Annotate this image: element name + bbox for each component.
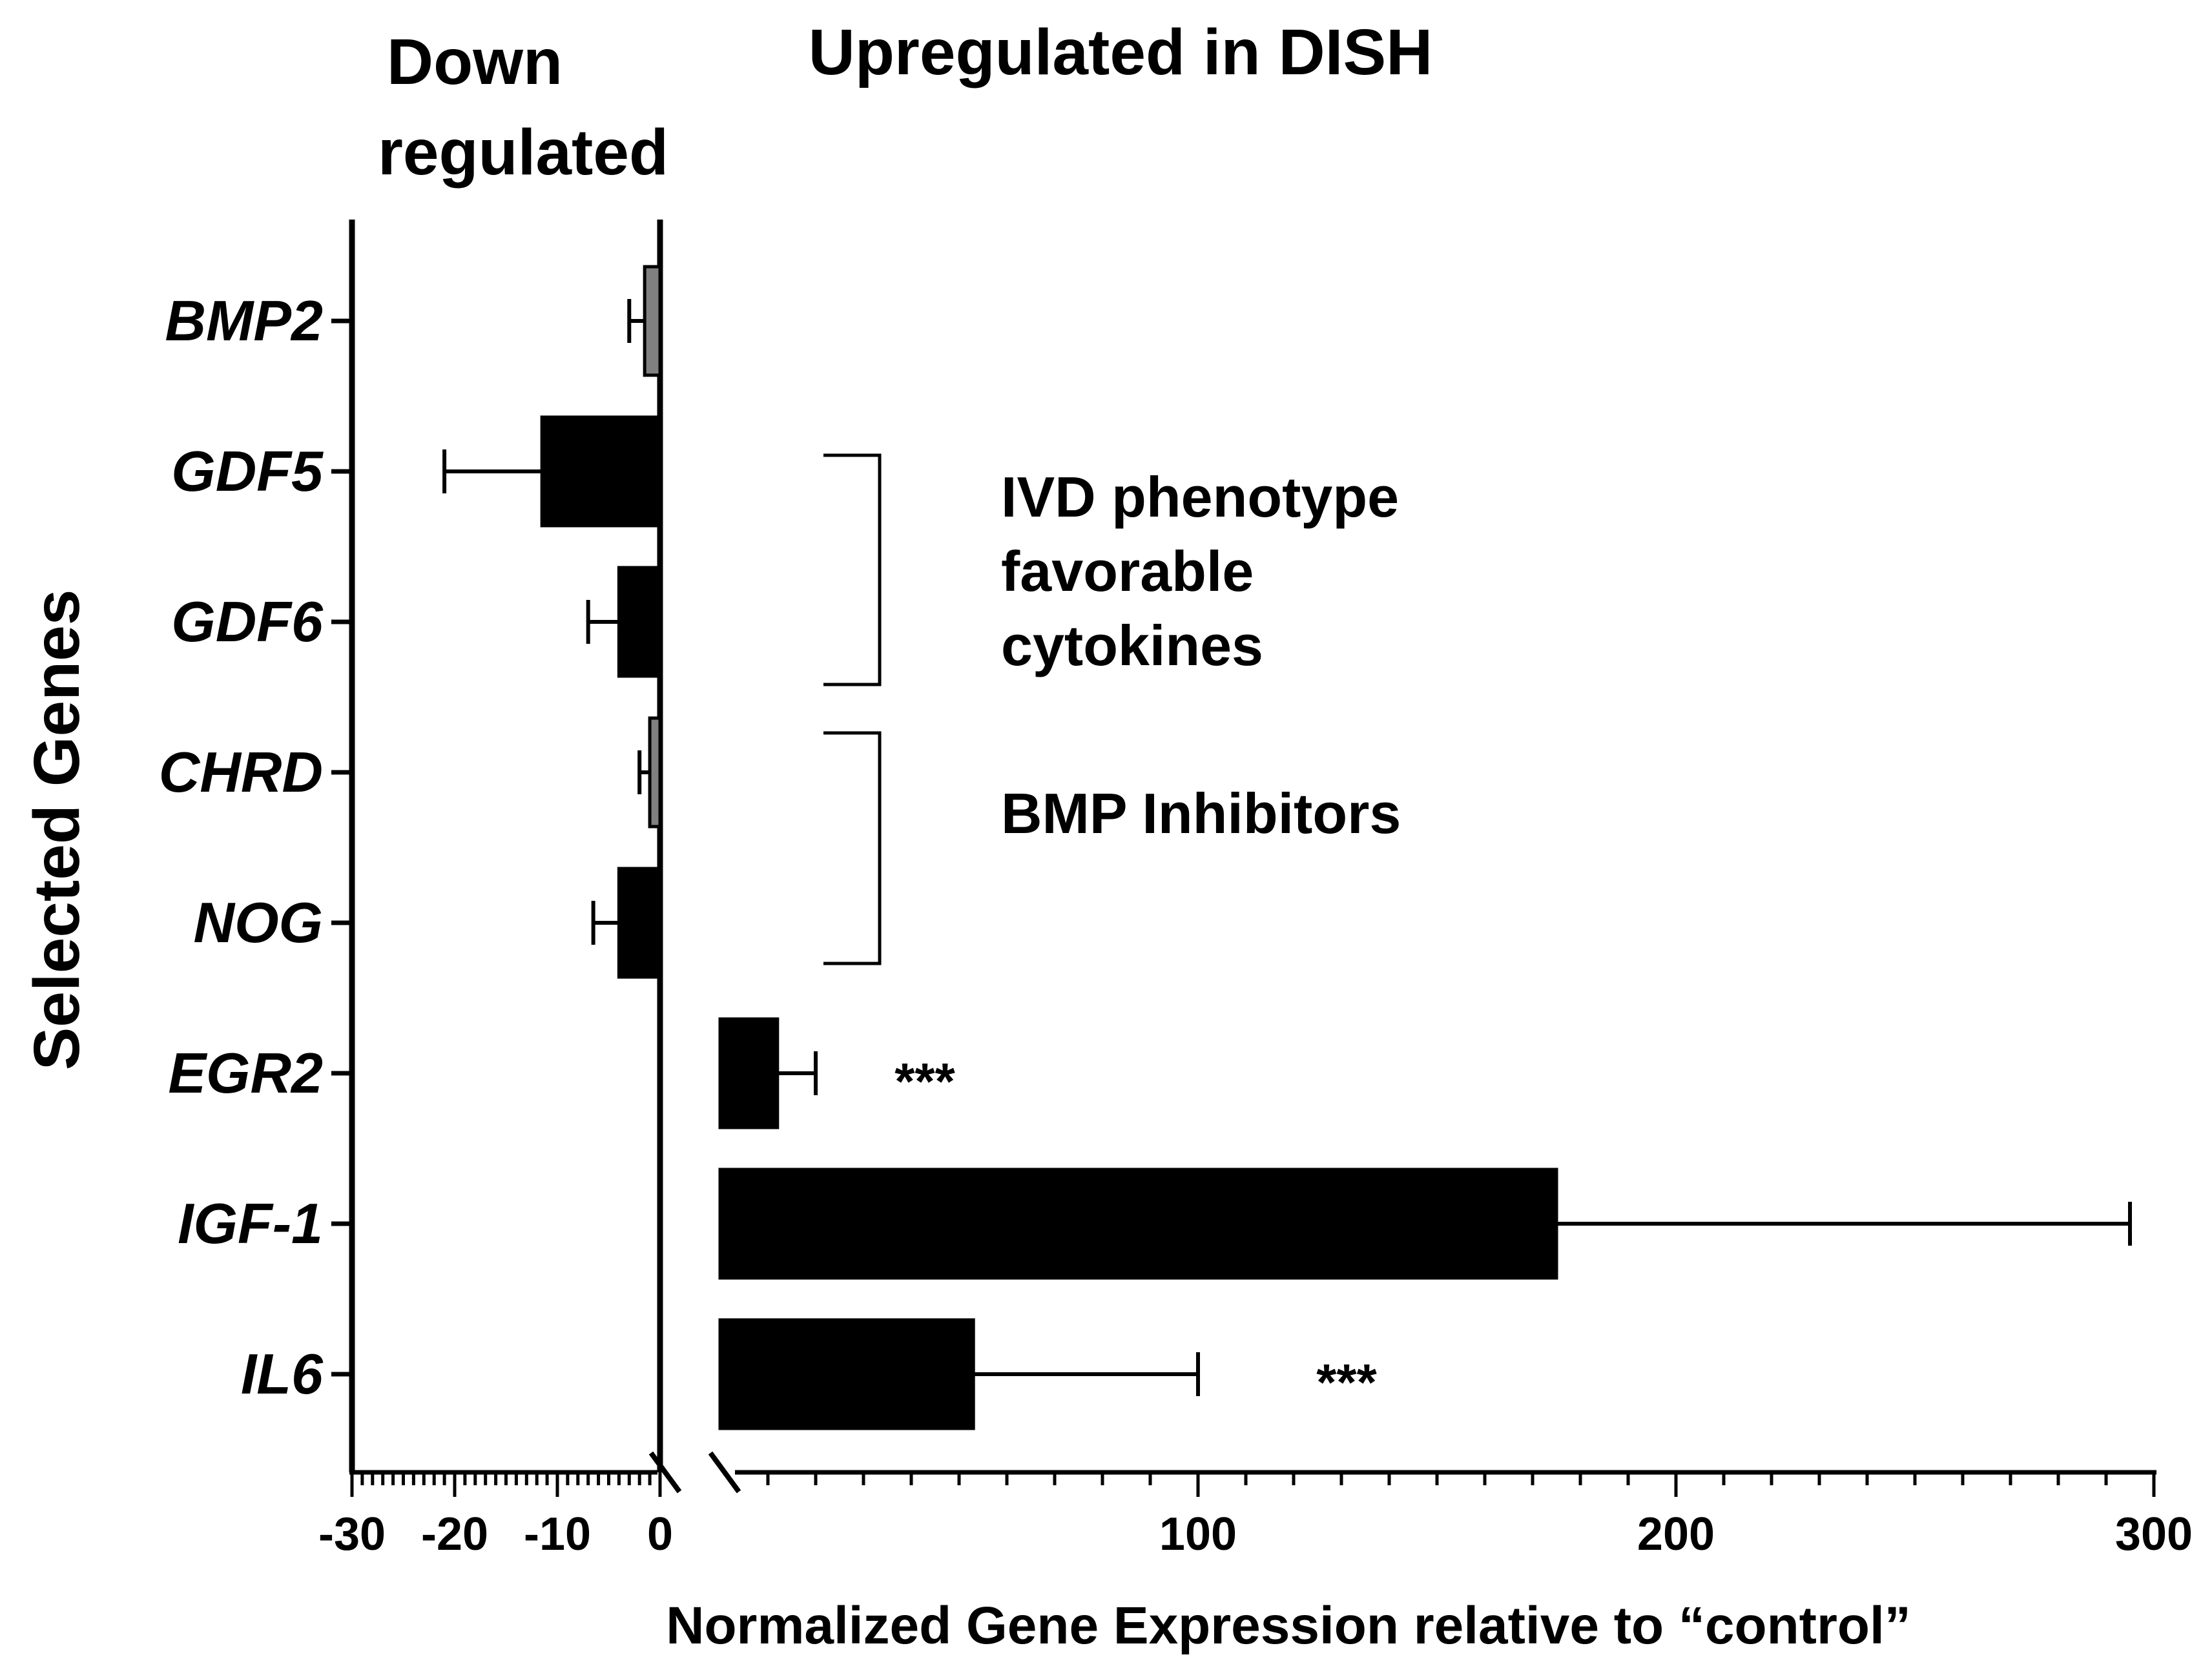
significance-marker: ***	[1316, 1354, 1377, 1411]
axis-break-mark-left	[648, 1451, 682, 1494]
bracket-label-line: IVD phenotype	[1001, 465, 1399, 529]
left-tick-label: -30	[318, 1508, 386, 1560]
bracket-label-line: BMP Inhibitors	[1001, 781, 1401, 845]
category-label: CHRD	[159, 740, 323, 804]
category-label: EGR2	[168, 1041, 323, 1105]
category-label: IGF-1	[178, 1191, 323, 1255]
group-bracket	[823, 731, 882, 965]
bar	[643, 265, 662, 377]
bar	[617, 566, 662, 678]
bar	[617, 867, 662, 979]
y-axis-label: Selected Genes	[21, 590, 93, 1071]
bar	[540, 415, 662, 528]
left-tick-label: -10	[524, 1508, 591, 1560]
header-upregulated: Upregulated in DISH	[809, 16, 1433, 88]
header-down-line2: regulated	[378, 116, 668, 189]
bars	[442, 265, 2132, 1430]
left-tick-label: 0	[647, 1508, 673, 1560]
significance-marker: ***	[894, 1053, 955, 1110]
right-tick-label: 100	[1159, 1508, 1237, 1560]
group-bracket	[823, 453, 882, 686]
bracket-label-line: cytokines	[1001, 613, 1263, 677]
x-axis-label: Normalized Gene Expression relative to “…	[666, 1596, 1911, 1655]
category-label: GDF5	[171, 439, 324, 503]
category-label: NOG	[194, 891, 323, 954]
axes: -30 -20 -10 0 100 200 300 BMP2 GDF5 GDF6 CHRD NOG EG…	[159, 220, 2193, 1560]
annotations: *** *** IVD phenotype favorable cytokines BMP…	[823, 453, 1401, 1411]
category-label: GDF6	[171, 590, 324, 654]
bar	[718, 1318, 975, 1430]
bar	[718, 1168, 1558, 1280]
category-label: BMP2	[165, 289, 324, 353]
bar	[648, 716, 662, 829]
bar	[718, 1017, 780, 1129]
right-tick-label: 200	[1637, 1508, 1715, 1560]
header-down-line1: Down	[387, 26, 563, 98]
right-tick-label: 300	[2115, 1508, 2193, 1560]
bracket-label-line: favorable	[1001, 539, 1254, 603]
left-tick-label: -20	[421, 1508, 488, 1560]
axis-break-mark-right	[708, 1451, 741, 1494]
category-label: IL6	[241, 1342, 324, 1406]
